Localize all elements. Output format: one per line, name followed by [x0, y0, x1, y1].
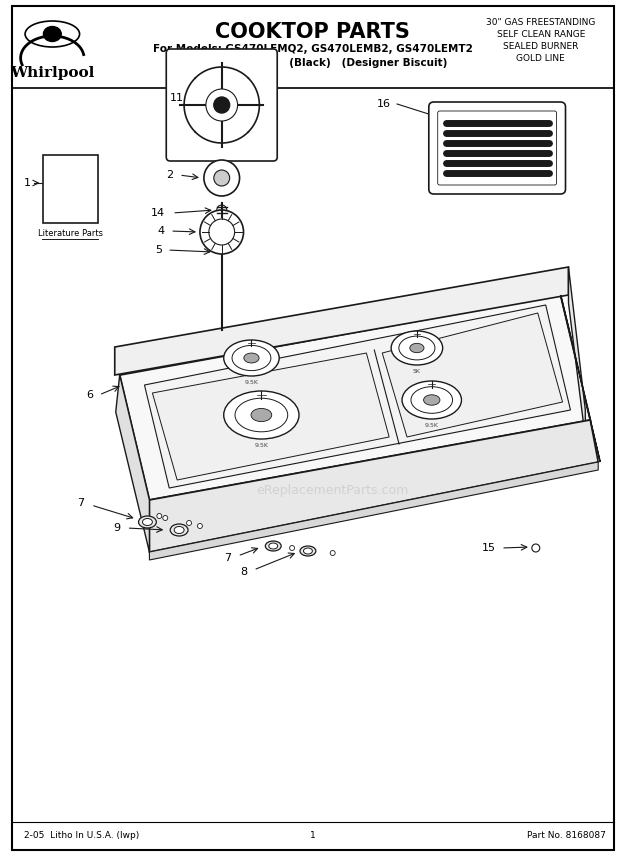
Circle shape: [290, 545, 294, 550]
Ellipse shape: [143, 519, 153, 526]
Ellipse shape: [224, 391, 299, 439]
Ellipse shape: [174, 526, 184, 533]
Text: 11: 11: [170, 93, 184, 103]
FancyBboxPatch shape: [429, 102, 565, 194]
Text: 6: 6: [86, 390, 94, 400]
Polygon shape: [116, 375, 149, 552]
Text: 8: 8: [240, 567, 247, 577]
Text: Whirlpool: Whirlpool: [10, 66, 94, 80]
Ellipse shape: [43, 27, 61, 41]
Polygon shape: [43, 155, 98, 223]
Text: 7: 7: [224, 553, 231, 563]
Circle shape: [214, 170, 229, 186]
Ellipse shape: [232, 346, 271, 371]
Ellipse shape: [402, 381, 461, 419]
Circle shape: [209, 219, 234, 245]
Circle shape: [204, 160, 239, 196]
Text: 7: 7: [78, 498, 84, 508]
Ellipse shape: [411, 387, 453, 413]
Text: COOKTOP PARTS: COOKTOP PARTS: [215, 22, 410, 42]
Text: Literature Parts: Literature Parts: [38, 229, 103, 238]
Ellipse shape: [224, 340, 279, 376]
Polygon shape: [560, 295, 600, 462]
Polygon shape: [149, 462, 598, 560]
FancyBboxPatch shape: [166, 49, 277, 161]
Polygon shape: [153, 353, 389, 480]
Text: Part No. 8168087: Part No. 8168087: [527, 831, 606, 841]
Ellipse shape: [303, 548, 312, 554]
Text: 30" GAS FREESTANDING: 30" GAS FREESTANDING: [486, 18, 595, 27]
Text: 1: 1: [24, 178, 31, 188]
Text: GOLD LINE: GOLD LINE: [516, 54, 565, 63]
Circle shape: [197, 524, 202, 528]
Polygon shape: [569, 267, 585, 438]
Text: 2-05  Litho In U.S.A. (lwp): 2-05 Litho In U.S.A. (lwp): [24, 831, 139, 841]
Ellipse shape: [399, 336, 435, 360]
Circle shape: [214, 97, 229, 113]
Text: 9: 9: [113, 523, 120, 533]
Ellipse shape: [138, 516, 156, 528]
Text: 2: 2: [166, 170, 173, 180]
Circle shape: [217, 205, 227, 215]
Text: 9.5K: 9.5K: [244, 380, 259, 385]
Circle shape: [200, 210, 244, 254]
Text: 5: 5: [155, 245, 162, 255]
Polygon shape: [383, 313, 562, 437]
Circle shape: [187, 520, 192, 526]
Polygon shape: [115, 267, 569, 375]
Circle shape: [532, 544, 540, 552]
Circle shape: [163, 515, 168, 520]
Circle shape: [157, 514, 162, 519]
Ellipse shape: [300, 546, 316, 556]
Text: eReplacementParts.com: eReplacementParts.com: [257, 484, 409, 496]
Text: 9.5K: 9.5K: [254, 443, 268, 448]
FancyBboxPatch shape: [438, 111, 557, 185]
Text: 15: 15: [482, 543, 496, 553]
Polygon shape: [120, 295, 590, 500]
Text: 5K: 5K: [413, 369, 421, 374]
Ellipse shape: [391, 331, 443, 365]
Polygon shape: [144, 305, 570, 488]
Ellipse shape: [170, 524, 188, 536]
Text: 9.5K: 9.5K: [425, 423, 439, 428]
Text: 4: 4: [157, 226, 165, 236]
Text: 16: 16: [377, 99, 391, 109]
Ellipse shape: [25, 21, 79, 47]
Text: SELF CLEAN RANGE: SELF CLEAN RANGE: [497, 30, 585, 39]
Text: 14: 14: [151, 208, 166, 218]
Text: For Models: GS470LEMQ2, GS470LEMB2, GS470LEMT2: For Models: GS470LEMQ2, GS470LEMB2, GS47…: [153, 44, 473, 54]
Circle shape: [206, 89, 237, 121]
Ellipse shape: [235, 398, 288, 431]
Ellipse shape: [244, 353, 259, 363]
Ellipse shape: [251, 408, 272, 422]
Ellipse shape: [269, 543, 278, 549]
Polygon shape: [149, 420, 598, 552]
Text: SEALED BURNER: SEALED BURNER: [503, 42, 578, 51]
Text: 1: 1: [310, 831, 316, 841]
Ellipse shape: [423, 395, 440, 405]
Circle shape: [330, 550, 335, 556]
Text: (Designer White)   (Black)   (Designer Biscuit): (Designer White) (Black) (Designer Biscu…: [178, 58, 448, 68]
Ellipse shape: [410, 343, 424, 353]
Ellipse shape: [265, 541, 281, 551]
